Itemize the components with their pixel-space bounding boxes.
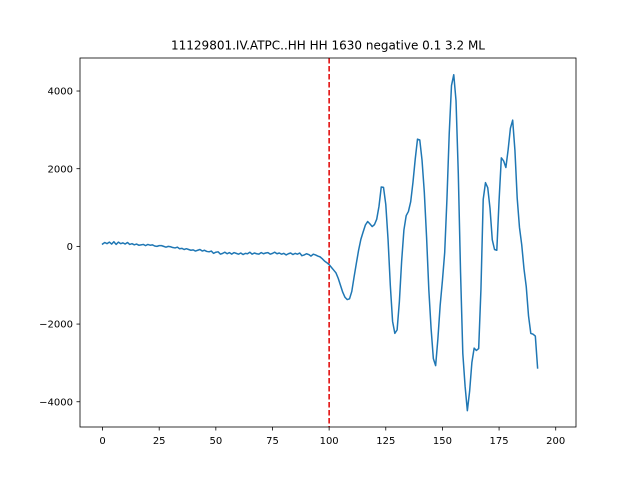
x-tick-label: 50: [209, 436, 222, 447]
y-tick-label: −2000: [39, 320, 73, 331]
x-tick-label: 0: [99, 436, 105, 447]
axes-frame: [79, 57, 577, 428]
x-tick-label: 150: [433, 436, 452, 447]
y-tick-label: 0: [67, 242, 73, 253]
x-tick-label: 175: [490, 436, 509, 447]
x-tick-label: 100: [320, 436, 339, 447]
x-axis: 0 25 50 75 100 125 150 175 200: [99, 427, 565, 447]
x-tick-label: 200: [546, 436, 565, 447]
x-tick-label: 125: [376, 436, 395, 447]
plot-area: [79, 57, 577, 428]
x-tick-label: 75: [266, 436, 279, 447]
chart-title: 11129801.IV.ATPC..HH HH 1630 negative 0.…: [171, 39, 485, 53]
y-tick-label: −4000: [39, 397, 73, 408]
y-axis: −4000 −2000 0 2000 4000: [39, 87, 80, 408]
y-tick-label: 4000: [48, 87, 73, 98]
series-line: [101, 73, 539, 412]
y-tick-label: 2000: [48, 164, 73, 175]
x-tick-label: 25: [153, 436, 166, 447]
